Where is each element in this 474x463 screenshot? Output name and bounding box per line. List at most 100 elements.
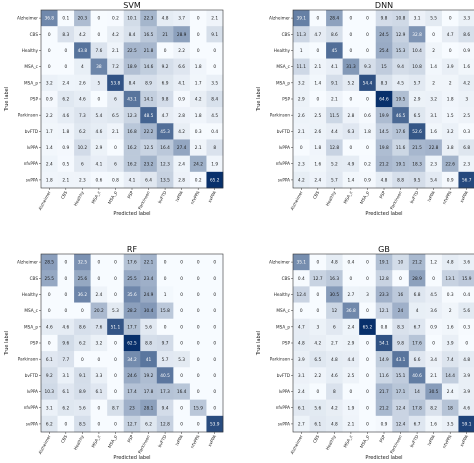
matrix-cell-3-10 [458, 58, 474, 76]
matrix-cell-1-6 [392, 26, 410, 43]
cell-value: 3.8 [447, 145, 454, 151]
matrix-cell-2-9 [441, 42, 459, 59]
cell-value: 18 [447, 405, 453, 411]
cell-value: 8 [213, 145, 216, 151]
cell-value: 0 [213, 357, 216, 363]
cell-value: 1.8 [46, 178, 53, 184]
cell-value: 6.8 [414, 292, 421, 298]
cell-value: 2.5 [347, 373, 354, 379]
matrix-cell-2-0 [293, 286, 310, 303]
matrix-cell-1-8 [173, 270, 191, 287]
matrix-cell-9-6 [140, 155, 158, 173]
matrix-cell-0-3 [342, 10, 360, 27]
cell-value: 38 [96, 64, 102, 70]
cell-value: 17.8 [412, 405, 422, 411]
matrix-cell-2-0 [293, 42, 310, 59]
y-tick-label: PSP [30, 97, 38, 102]
matrix-cell-4-8 [173, 74, 191, 92]
cell-value: 0 [98, 357, 101, 363]
cell-value: 0 [432, 341, 435, 347]
matrix-cell-1-1 [309, 26, 327, 43]
cell-value: 2.7 [347, 292, 354, 298]
matrix-cell-6-10 [206, 351, 224, 368]
matrix-cell-5-6 [392, 334, 410, 352]
matrix-cell-10-9 [441, 415, 459, 433]
matrix-cell-9-2 [326, 155, 343, 173]
cell-value: 0.3 [195, 129, 202, 135]
cell-value: 0 [213, 292, 216, 298]
matrix-cell-6-3 [342, 351, 360, 368]
x-tick-label: MSA_p [107, 434, 118, 449]
cell-value: 8.3 [381, 80, 388, 86]
matrix-cell-3-1 [309, 58, 327, 76]
cell-value: 24.9 [144, 292, 154, 298]
matrix-cell-6-9 [441, 107, 459, 124]
cell-value: 16.4 [177, 389, 187, 395]
matrix-cell-2-8 [173, 42, 191, 59]
matrix-cell-10-0 [293, 171, 310, 189]
cell-value: 2.9 [298, 97, 305, 103]
matrix-cell-3-10 [458, 302, 474, 320]
cell-value: 0 [197, 422, 200, 428]
matrix-cell-7-9 [189, 367, 207, 384]
cell-value: 2 [449, 80, 452, 86]
cell-value: 1.5 [447, 113, 454, 119]
x-tick-label: bvFTD [157, 434, 168, 448]
cell-value: 4.7 [162, 113, 169, 119]
cell-value: 0 [98, 97, 101, 103]
cell-value: 0 [180, 373, 183, 379]
cell-value: 5.6 [463, 308, 470, 314]
matrix-cell-4-5 [123, 74, 141, 92]
matrix-cell-3-5 [375, 302, 393, 320]
matrix-cell-9-0 [293, 155, 310, 173]
cell-value: 32.5 [78, 260, 88, 266]
cell-value: 0 [366, 97, 369, 103]
cell-value: 0 [366, 16, 369, 22]
matrix-cell-8-6 [140, 139, 158, 156]
matrix-cell-1-5 [123, 270, 141, 287]
x-tick-label: Alzheimer [289, 434, 303, 455]
matrix-cell-4-0 [293, 74, 310, 92]
cell-value: 4.9 [347, 161, 354, 167]
cell-value: 4.8 [447, 260, 454, 266]
cell-value: 3.3 [95, 373, 102, 379]
y-tick-label: MSA_c [276, 64, 290, 69]
matrix-cell-2-3 [90, 286, 108, 303]
cell-value: 25.6 [78, 276, 88, 282]
cell-value: 0 [350, 16, 353, 22]
cell-value: 0 [350, 276, 353, 282]
cell-value: 0 [213, 389, 216, 395]
x-tick-label: PSP [378, 190, 386, 200]
matrix-cell-4-1 [309, 74, 327, 92]
cell-value: 12.7 [127, 422, 137, 428]
matrix-cell-2-4 [359, 42, 377, 59]
cell-value: 17.8 [144, 389, 154, 395]
cell-value: 62.5 [127, 341, 137, 347]
matrix-cell-1-2 [326, 270, 343, 287]
cell-value: 28.1 [144, 405, 154, 411]
matrix-cell-5-5 [123, 90, 141, 108]
matrix-cell-10-5 [123, 415, 141, 433]
matrix-cell-8-3 [90, 139, 108, 156]
cell-value: 4.6 [331, 373, 338, 379]
cell-value: 16.2 [127, 145, 137, 151]
matrix-cell-9-0 [41, 155, 58, 173]
matrix-cell-0-4 [107, 254, 125, 271]
cell-value: 52.6 [412, 129, 422, 135]
cell-value: 2.1 [112, 129, 119, 135]
cell-value: 4.7 [314, 32, 321, 38]
matrix-cell-8-8 [425, 139, 443, 156]
y-tick-label: Alzheimer [17, 260, 38, 265]
cell-value: 5.7 [162, 357, 169, 363]
matrix-cell-7-8 [173, 123, 191, 140]
cell-value: 17.6 [127, 260, 137, 266]
cell-value: 0 [213, 373, 216, 379]
cell-value: 22.3 [144, 16, 154, 22]
matrix-cell-1-10 [206, 26, 224, 43]
y-tick-label: MSA_c [24, 64, 38, 69]
cell-value: 6.5 [414, 113, 421, 119]
cell-value: 3.5 [211, 80, 218, 86]
cell-value: 0 [180, 292, 183, 298]
cell-value: 4.8 [331, 260, 338, 266]
cell-value: 19.1 [379, 260, 389, 266]
